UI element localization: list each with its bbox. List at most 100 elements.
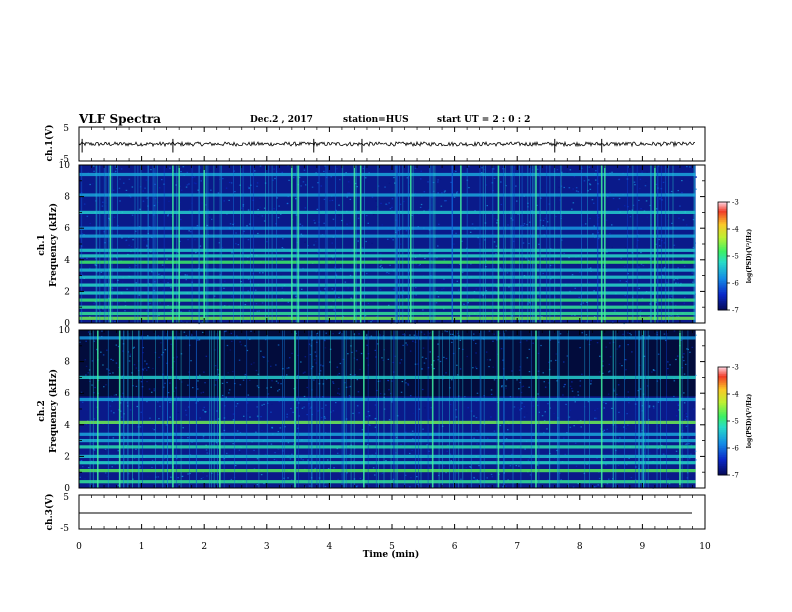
colorbar-segment xyxy=(718,275,727,278)
spec-noise-pixel xyxy=(508,286,510,288)
spec-noise-pixel xyxy=(94,474,97,476)
spec-noise-pixel xyxy=(525,257,527,259)
spec-noise-pixel xyxy=(490,416,492,418)
ch3-waveform-ylabel: ch.3(V) xyxy=(44,494,55,531)
spec-noise-pixel xyxy=(167,215,169,217)
colorbar-segment xyxy=(718,397,727,400)
spec-noise-pixel xyxy=(684,443,687,445)
spec-noise-pixel xyxy=(140,411,142,413)
colorbar-segment xyxy=(718,254,727,257)
spec-noise-pixel xyxy=(332,257,334,259)
spec-noise-pixel xyxy=(562,394,564,396)
colorbar-segment xyxy=(718,270,727,273)
spec-noise-pixel xyxy=(309,425,311,427)
spec-noise-pixel xyxy=(330,176,332,178)
colorbar-tick-label: -7 xyxy=(732,307,739,315)
spec-noise-pixel xyxy=(662,319,665,321)
colorbar-tick-label: -4 xyxy=(732,391,739,399)
spec-ytick-label: 6 xyxy=(64,224,70,234)
spec-noise-pixel xyxy=(586,339,589,341)
spec-band xyxy=(79,254,696,258)
spec-noise-pixel xyxy=(202,471,204,474)
spec-noise-pixel xyxy=(102,423,104,425)
spec-noise-pixel xyxy=(691,471,694,473)
spec-noise-pixel xyxy=(685,429,687,431)
spec-noise-pixel xyxy=(684,296,686,299)
spec-noise-pixel xyxy=(217,192,220,194)
spec-noise-pixel xyxy=(153,388,155,390)
spec-noise-pixel xyxy=(181,437,184,439)
spec-noise-pixel xyxy=(120,416,123,418)
spec-noise-pixel xyxy=(357,391,360,393)
spec-noise-pixel xyxy=(653,370,656,372)
spec-noise-pixel xyxy=(458,347,460,350)
spec-noise-pixel xyxy=(334,266,336,268)
spec-noise-pixel xyxy=(318,409,320,411)
colorbar-segment xyxy=(718,408,727,411)
spec-noise-pixel xyxy=(259,165,262,167)
spec-noise-pixel xyxy=(315,355,318,357)
spec-noise-pixel xyxy=(273,458,276,461)
spec-noise-pixel xyxy=(415,287,417,289)
spec-noise-pixel xyxy=(527,301,530,303)
spec-noise-pixel xyxy=(376,389,378,392)
spec-noise-pixel xyxy=(655,243,657,245)
spec-noise-pixel xyxy=(443,465,446,467)
spec-noise-pixel xyxy=(234,465,237,467)
spec-noise-pixel xyxy=(152,367,154,370)
spec-noise-pixel xyxy=(142,352,144,354)
spec-noise-pixel xyxy=(562,253,564,255)
spec-noise-pixel xyxy=(202,435,205,437)
spec-noise-pixel xyxy=(170,310,173,312)
spec-noise-pixel xyxy=(640,263,643,265)
colorbar-segment xyxy=(718,455,727,458)
spec-noise-pixel xyxy=(437,245,439,247)
spec-noise-pixel xyxy=(295,198,297,200)
spec-noise-pixel xyxy=(298,415,300,417)
spec-noise-pixel xyxy=(443,191,446,193)
spec-noise-pixel xyxy=(339,331,341,333)
spec-noise-pixel xyxy=(394,182,396,184)
spec-noise-pixel xyxy=(412,412,415,414)
spec-noise-pixel xyxy=(515,465,517,467)
spec-noise-pixel xyxy=(162,290,164,292)
spec-noise-pixel xyxy=(396,436,398,439)
spec-noise-pixel xyxy=(100,271,103,273)
spec-noise-pixel xyxy=(135,282,138,284)
spec-noise-pixel xyxy=(249,223,251,225)
spec-noise-pixel xyxy=(689,179,691,181)
spec-noise-pixel xyxy=(281,169,284,171)
spec-noise-pixel xyxy=(369,424,371,426)
spec-noise-pixel xyxy=(468,165,470,167)
spec-noise-pixel xyxy=(476,315,479,317)
spec-noise-pixel xyxy=(389,264,391,266)
spec-noise-pixel xyxy=(274,177,276,180)
spec-noise-pixel xyxy=(124,310,126,312)
spec-noise-pixel xyxy=(391,443,393,445)
spec-noise-pixel xyxy=(660,407,663,409)
spec-noise-pixel xyxy=(563,186,565,189)
spec-noise-pixel xyxy=(334,404,336,407)
spec-noise-pixel xyxy=(499,267,502,269)
spec-noise-pixel xyxy=(692,281,694,283)
spec-noise-pixel xyxy=(157,401,159,403)
spec-noise-pixel xyxy=(586,474,589,477)
spec-noise-pixel xyxy=(648,316,651,318)
spec-noise-pixel xyxy=(162,266,164,268)
spec-noise-pixel xyxy=(589,267,592,269)
spec-noise-pixel xyxy=(695,188,697,190)
spec-noise-pixel xyxy=(127,264,130,266)
spec-noise-pixel xyxy=(627,396,630,398)
spec-noise-pixel xyxy=(507,479,509,481)
spec-noise-pixel xyxy=(491,182,494,184)
spec-noise-pixel xyxy=(526,412,528,414)
spec-noise-pixel xyxy=(323,222,325,224)
spec-noise-pixel xyxy=(79,315,82,317)
spec-noise-pixel xyxy=(350,297,352,299)
spec-noise-pixel xyxy=(177,477,179,479)
spec-noise-pixel xyxy=(114,170,117,172)
spec-noise-pixel xyxy=(115,394,117,396)
spec-noise-pixel xyxy=(87,331,90,333)
spec-noise-pixel xyxy=(532,342,534,344)
